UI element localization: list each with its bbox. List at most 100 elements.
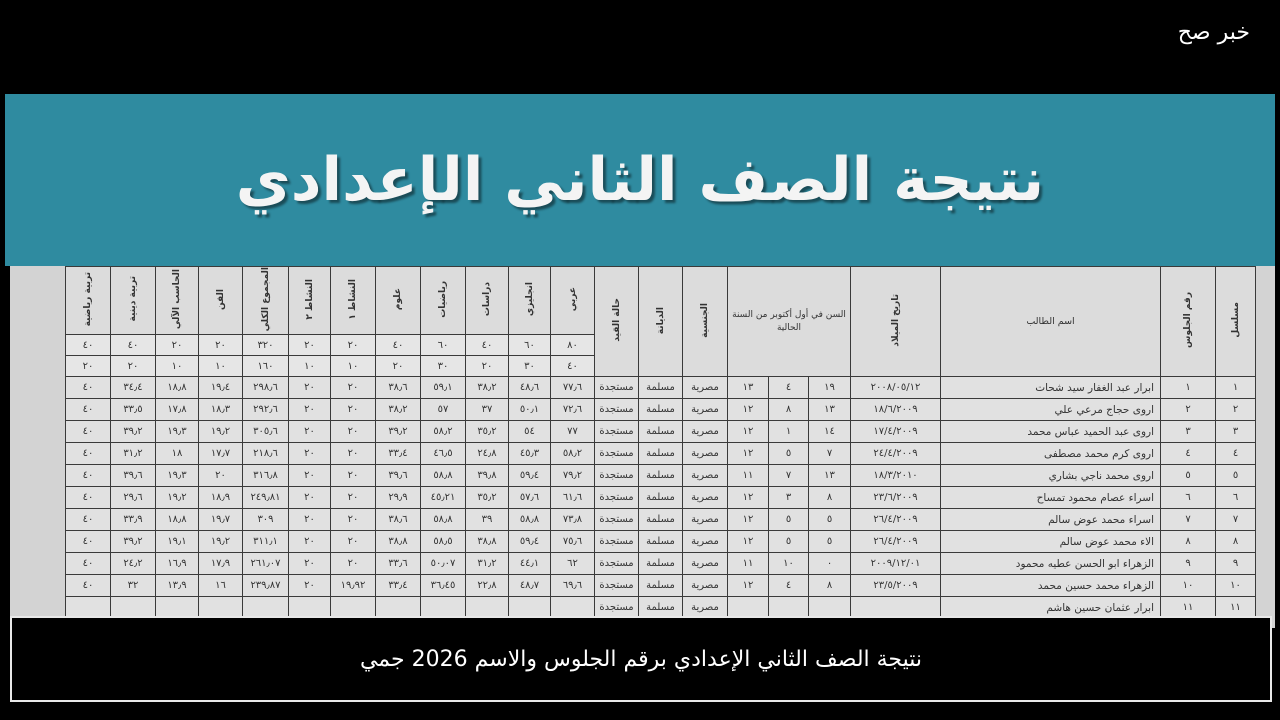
student-name-cell: الاء محمد عوض سالم: [940, 530, 1162, 554]
table-cell: ١: [1215, 376, 1257, 400]
table-cell: ٥٧: [420, 398, 466, 422]
table-cell: مسلمة: [638, 574, 683, 598]
table-cell: ٣٤٫٤: [110, 376, 156, 400]
header-label: الديانة: [655, 306, 666, 334]
table-cell: ٨: [808, 574, 852, 598]
table-cell: ٢٩٫٦: [110, 486, 156, 510]
table-cell: ٢٠: [288, 420, 331, 444]
table-cell: ٥٩٫١: [420, 376, 466, 400]
table-cell: ١٩٫١: [155, 530, 199, 554]
table-cell: ٥: [768, 508, 810, 532]
student-name-cell: اروى محمد ناجي بشاري: [940, 464, 1162, 488]
table-cell: ٤٨٫٧: [508, 574, 551, 598]
table-cell: ٨: [808, 486, 852, 510]
table-cell: ٢٣/٥/٢٠٠٩: [850, 574, 942, 598]
table-cell: ٤٠: [65, 530, 111, 554]
table-cell: ٣٣٫٥: [110, 398, 156, 422]
table-cell: ٣٣٫٤: [375, 574, 421, 598]
mark-limit-cell: ٤٠: [65, 334, 111, 357]
header-label: مسلسل: [1230, 302, 1241, 339]
table-cell: ٨: [1215, 530, 1257, 554]
table-cell: ٥٨٫٥: [420, 530, 466, 554]
mark-limit-cell: ٢٠: [110, 355, 156, 378]
mark-limit-cell: ٢٠: [465, 355, 509, 378]
table-cell: ٣٠٥٫٦: [242, 420, 289, 444]
header-label: علوم: [393, 288, 403, 311]
table-cell: ٣٩٫٢: [110, 530, 156, 554]
table-cell: ١٨/٣/٢٠١٠: [850, 464, 942, 488]
table-cell: ٥: [808, 530, 852, 554]
table-cell: مصرية: [682, 574, 728, 598]
table-cell: ٥: [808, 508, 852, 532]
header-label: النشاط ١: [348, 278, 358, 320]
table-cell: ٤٠: [65, 398, 111, 422]
table-cell: ٥٤: [508, 420, 551, 444]
table-cell: ١٠: [1160, 574, 1217, 598]
table-cell: ١٢: [726, 574, 770, 598]
table-cell: ٢٠: [288, 442, 331, 466]
table-cell: ١٩٫٢: [155, 486, 199, 510]
table-cell: ١٣: [808, 398, 852, 422]
table-cell: مسلمة: [638, 552, 683, 576]
table-cell: مستجدة: [594, 508, 639, 532]
table-cell: ١٨٫٨: [155, 376, 199, 400]
student-name-cell: اروى كرم محمد مصطفى: [940, 442, 1162, 466]
table-cell: [768, 596, 810, 620]
header-subject: النشاط ٢: [288, 266, 331, 336]
table-cell: ٣٧: [465, 398, 509, 422]
table-cell: ١٧٫٧: [198, 442, 243, 466]
table-cell: ٩: [1215, 552, 1257, 576]
table-cell: ٣٥٫٢: [465, 486, 509, 510]
table-cell: ٧٢٫٦: [550, 398, 595, 422]
table-cell: ٢٠٠٨/٠٥/١٢: [850, 376, 942, 400]
mark-limit-cell: ٢٠: [330, 334, 376, 357]
table-cell: مستجدة: [594, 530, 639, 554]
table-cell: ٢٠: [288, 486, 331, 510]
table-cell: ٤: [768, 376, 810, 400]
table-cell: ٢٦/٤/٢٠٠٩: [850, 508, 942, 532]
table-cell: ١٢: [726, 442, 770, 466]
table-row: ٣ ٣ اروى عبد الحميد عباس محمد ١٧/٤/٢٠٠٩ ١٤ ١ ١…: [65, 420, 1257, 444]
table-cell: ١٩٫٢: [198, 420, 243, 444]
table-cell: مصرية: [682, 486, 728, 510]
table-cell: ١٨: [155, 442, 199, 466]
min-marks-row: ٤٠ ٣٠ ٢٠ ٣٠ ٢٠ ١٠ ١٠ ١٦٠ ١٠ ١٠ ٢٠ ٢٠: [65, 355, 1256, 378]
header-subject: المجموع الكلي: [242, 266, 289, 336]
table-cell: ٤٠: [65, 552, 111, 576]
table-cell: ٧: [768, 464, 810, 488]
table-cell: ٢٤/٤/٢٠٠٩: [850, 442, 942, 466]
table-row: ٨ ٨ الاء محمد عوض سالم ٢٦/٤/٢٠٠٩ ٥ ٥ ١٢ مصرية مس…: [65, 530, 1257, 554]
table-cell: ٥٧٫٦: [508, 486, 551, 510]
header-age: السن في أول أكتوبر من السنة الحالية: [726, 266, 852, 378]
mark-limit-cell: ٣٠: [508, 355, 551, 378]
header-subject: النشاط ١: [330, 266, 376, 336]
table-cell: ١٢: [726, 530, 770, 554]
table-row: ١ ١ ابرار عبد الغفار سيد شحات ٢٠٠٨/٠٥/١٢ ١٩ ٤…: [65, 376, 1257, 400]
table-cell: ٢٠: [288, 464, 331, 488]
table-cell: ٥٨٫٨: [420, 508, 466, 532]
table-cell: [375, 596, 421, 620]
table-cell: مصرية: [682, 530, 728, 554]
header-label: رقم الجلوس: [1183, 292, 1194, 349]
mark-limit-cell: ١٦٠: [242, 355, 289, 378]
table-cell: مستجدة: [594, 486, 639, 510]
table-cell: ٧٩٫٢: [550, 464, 595, 488]
table-cell: ٥٠٫١: [508, 398, 551, 422]
table-cell: ٢٠: [198, 464, 243, 488]
table-cell: ٢٩٫٩: [375, 486, 421, 510]
table-cell: ١٢: [726, 508, 770, 532]
header-birth-date: تاريخ الميلاد: [850, 266, 942, 378]
table-cell: ٢٣/٦/٢٠٠٩: [850, 486, 942, 510]
table-row: ٢ ٢ اروى حجاج مرعي علي ١٨/٦/٢٠٠٩ ١٣ ٨ ١٢ مصرية م…: [65, 398, 1257, 422]
table-row: ٤ ٤ اروى كرم محمد مصطفى ٢٤/٤/٢٠٠٩ ٧ ٥ ١٢ مصرية م…: [65, 442, 1257, 466]
mark-limit-cell: ٤٠: [465, 334, 509, 357]
table-cell: ٢٠: [330, 420, 376, 444]
table-cell: ٨: [768, 398, 810, 422]
table-cell: ٣٨٫٨: [375, 530, 421, 554]
header-nationality: الجنسية: [682, 266, 728, 378]
table-cell: ١٤: [808, 420, 852, 444]
table-cell: ١١: [726, 464, 770, 488]
title-banner: نتيجة الصف الثاني الإعدادي: [5, 94, 1275, 266]
table-cell: ١٣: [808, 464, 852, 488]
table-cell: ٣١٦٫٨: [242, 464, 289, 488]
